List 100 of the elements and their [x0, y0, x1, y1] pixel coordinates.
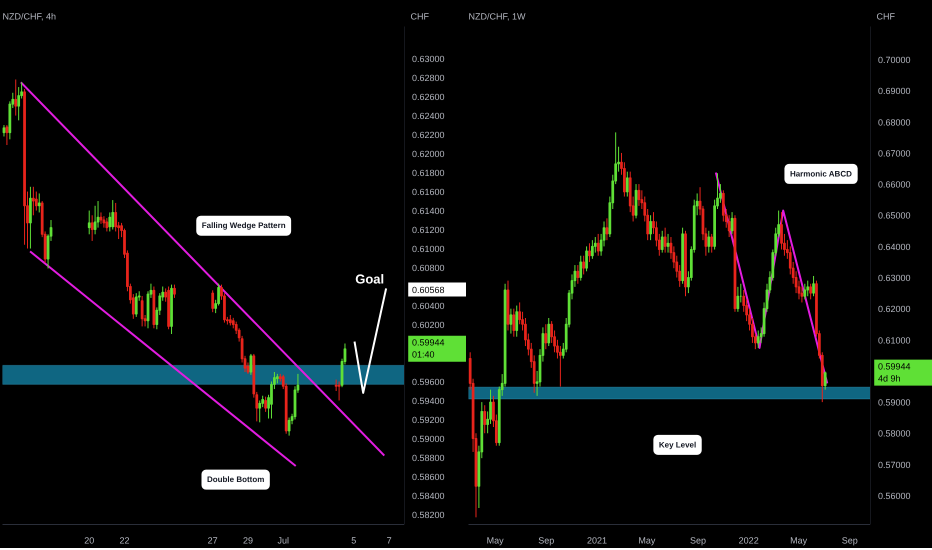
- x-tick-label: 20: [84, 536, 94, 546]
- text: 0.59944 4d 9h: [878, 362, 910, 384]
- annotation: Falling Wedge Pattern: [202, 221, 286, 230]
- y-tick-label: 0.69000: [878, 86, 910, 96]
- y-tick-label: 0.68000: [878, 117, 910, 128]
- annotation: Double Bottom: [207, 475, 264, 484]
- y-tick-label: 0.58800: [412, 452, 444, 463]
- candlestick: [258, 400, 262, 423]
- x-tick-label: Sep: [842, 536, 858, 546]
- candlestick: [547, 318, 550, 347]
- x-tick-label: Sep: [690, 536, 706, 546]
- y-tick-label: 0.57000: [878, 460, 910, 470]
- y-tick-label: 0.60200: [412, 320, 444, 330]
- y-tick-label: 0.62000: [878, 304, 910, 314]
- candlestick: [140, 296, 144, 327]
- y-axis-title: CHF: [876, 12, 896, 22]
- candlestick: [250, 353, 252, 376]
- y-tick-label: 0.58400: [412, 490, 444, 501]
- candlestick: [544, 324, 548, 350]
- candlestick: [88, 210, 91, 235]
- y-tick-label: 0.61000: [878, 335, 910, 346]
- text: 0.60568: [412, 284, 444, 295]
- candlestick: [626, 171, 629, 198]
- y-tick-label: 0.58200: [412, 510, 444, 520]
- x-tick-label: 2021: [586, 536, 607, 546]
- candlestick: [515, 305, 518, 338]
- candlestick: [510, 308, 512, 334]
- candlestick: [806, 280, 810, 297]
- candlestick: [102, 216, 106, 228]
- y-axis-title: CHF: [410, 12, 430, 22]
- x-tick-label: 22: [119, 536, 130, 546]
- candlestick: [32, 186, 35, 216]
- series-label: Goal: [355, 271, 384, 286]
- candlestick: [38, 192, 41, 213]
- x-tick-label: May: [638, 536, 656, 546]
- candlestick: [512, 308, 516, 338]
- candlestick: [664, 227, 667, 254]
- y-tick-label: 0.60800: [412, 263, 444, 274]
- candlestick: [94, 205, 96, 235]
- candlestick: [264, 396, 267, 412]
- x-tick-label: 2022: [738, 536, 759, 546]
- x-tick-label: 27: [208, 536, 218, 546]
- y-tick-label: 0.58600: [412, 472, 444, 482]
- candlestick: [100, 212, 102, 224]
- y-tick-label: 0.62000: [412, 149, 444, 160]
- y-tick-label: 0.62200: [412, 130, 444, 140]
- candlestick: [803, 283, 806, 300]
- candlestick: [582, 255, 586, 275]
- annotation: Harmonic ABCD: [790, 169, 852, 178]
- candlestick: [730, 212, 734, 234]
- candlestick: [173, 284, 176, 298]
- x-tick-label: 29: [242, 536, 253, 546]
- y-tick-label: 0.59200: [412, 414, 444, 425]
- y-tick-label: 0.60400: [412, 301, 444, 312]
- candlestick: [649, 214, 652, 241]
- annotation: Key Level: [658, 440, 696, 450]
- y-tick-label: 0.59000: [412, 434, 444, 444]
- candlestick: [14, 78, 18, 116]
- candlestick: [591, 240, 594, 260]
- x-tick-label: 5: [351, 536, 356, 546]
- y-tick-label: 0.70000: [878, 55, 910, 66]
- y-tick-label: 0.58000: [878, 428, 910, 439]
- y-tick-label: 0.65000: [878, 210, 910, 221]
- y-tick-label: 0.61000: [412, 244, 444, 254]
- candlestick: [707, 230, 710, 254]
- candlestick: [483, 404, 486, 434]
- y-tick-label: 0.67000: [878, 148, 910, 158]
- candlestick: [17, 86, 20, 121]
- y-tick-label: 0.61600: [412, 187, 444, 198]
- candlestick: [90, 214, 94, 242]
- y-tick-label: 0.61400: [412, 206, 444, 216]
- candlestick: [579, 255, 582, 282]
- candlestick: [809, 283, 812, 300]
- x-tick-label: 7: [386, 536, 392, 546]
- y-tick-label: 0.61200: [412, 225, 444, 236]
- y-tick-label: 0.63000: [412, 54, 444, 64]
- candlestick: [666, 233, 670, 254]
- y-tick-label: 0.62400: [412, 111, 444, 122]
- candlestick: [211, 290, 214, 313]
- x-tick-label: Sep: [538, 536, 554, 546]
- candlestick: [660, 230, 664, 254]
- y-tick-label: 0.64000: [878, 242, 910, 252]
- candlestick: [134, 292, 138, 318]
- candlestick: [111, 200, 114, 230]
- candlestick: [288, 417, 290, 436]
- candlestick: [606, 218, 608, 241]
- candlestick: [824, 371, 827, 390]
- x-tick-label: May: [790, 536, 808, 546]
- x-tick-label: May: [486, 536, 504, 546]
- candlestick: [588, 242, 591, 262]
- y-tick-label: 0.62800: [412, 73, 444, 84]
- candlestick: [2, 124, 6, 137]
- y-tick-label: 0.63000: [878, 273, 910, 284]
- candlestick: [736, 286, 740, 312]
- y-tick-label: 0.56000: [878, 491, 910, 502]
- candlestick: [576, 264, 580, 284]
- candlestick: [596, 233, 600, 256]
- x-tick-label: Jul: [277, 536, 289, 546]
- y-tick-label: 0.59000: [878, 398, 910, 408]
- candlestick: [638, 184, 640, 206]
